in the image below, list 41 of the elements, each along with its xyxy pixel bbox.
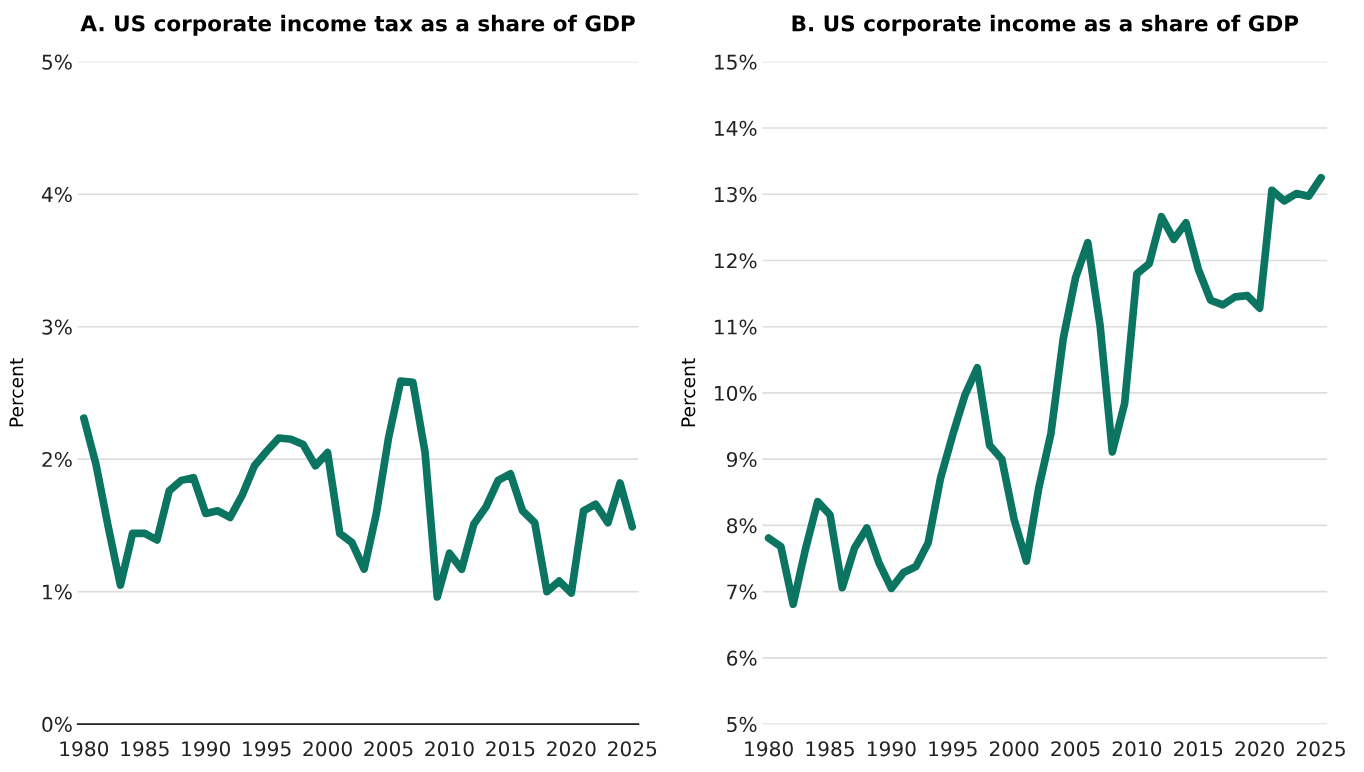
chart-title: A. US corporate income tax as a share of GDP — [80, 14, 635, 36]
y-tick-label: 8% — [727, 518, 757, 534]
y-tick-label: 9% — [726, 451, 757, 468]
y-tick-label: 13% — [715, 186, 757, 203]
y-tick-label: 0% — [42, 716, 72, 733]
y-tick-label: 12% — [715, 253, 757, 269]
x-tick-label: 2020 — [547, 741, 596, 757]
x-tick-label: 1980 — [60, 741, 109, 757]
x-tick-label: 1990 — [867, 741, 916, 757]
y-axis-title: Percent — [681, 358, 696, 427]
y-tick-label: 7% — [727, 584, 757, 600]
y-tick-label: 5% — [42, 54, 72, 70]
x-tick-label: 1985 — [806, 741, 854, 757]
y-tick-label: 4% — [41, 186, 72, 203]
y-tick-label: 6% — [727, 650, 757, 666]
x-tick-label: 2015 — [486, 741, 535, 757]
x-tick-label: 1990 — [182, 741, 230, 757]
y-axis-title: Percent — [9, 358, 24, 427]
y-tick-label: 1% — [43, 584, 72, 600]
x-tick-label: 2020 — [1235, 741, 1284, 757]
x-tick-label: 2005 — [364, 741, 413, 757]
chart-title: B. US corporate income as a share of GDP — [792, 14, 1299, 36]
x-tick-label: 2005 — [1051, 741, 1100, 757]
y-tick-label: 2% — [42, 451, 72, 468]
x-tick-label: 1995 — [243, 741, 291, 757]
y-tick-label: 5% — [727, 716, 757, 733]
x-tick-label: 2025 — [1296, 741, 1345, 757]
y-tick-label: 14% — [715, 120, 757, 136]
x-tick-label: 2015 — [1174, 741, 1223, 757]
x-tick-label: 2000 — [989, 741, 1039, 757]
y-tick-label: 10% — [715, 385, 757, 401]
x-tick-label: 2000 — [303, 741, 352, 757]
x-tick-label: 1980 — [745, 741, 793, 757]
x-tick-label: 1995 — [929, 741, 977, 757]
x-tick-label: 1985 — [121, 741, 169, 757]
x-tick-label: 2010 — [1112, 741, 1162, 757]
y-tick-label: 15% — [715, 54, 757, 70]
y-tick-label: 11% — [715, 319, 757, 335]
y-tick-label: 3% — [42, 319, 72, 335]
x-tick-label: 2010 — [425, 741, 474, 757]
x-tick-label: 2025 — [608, 741, 657, 757]
